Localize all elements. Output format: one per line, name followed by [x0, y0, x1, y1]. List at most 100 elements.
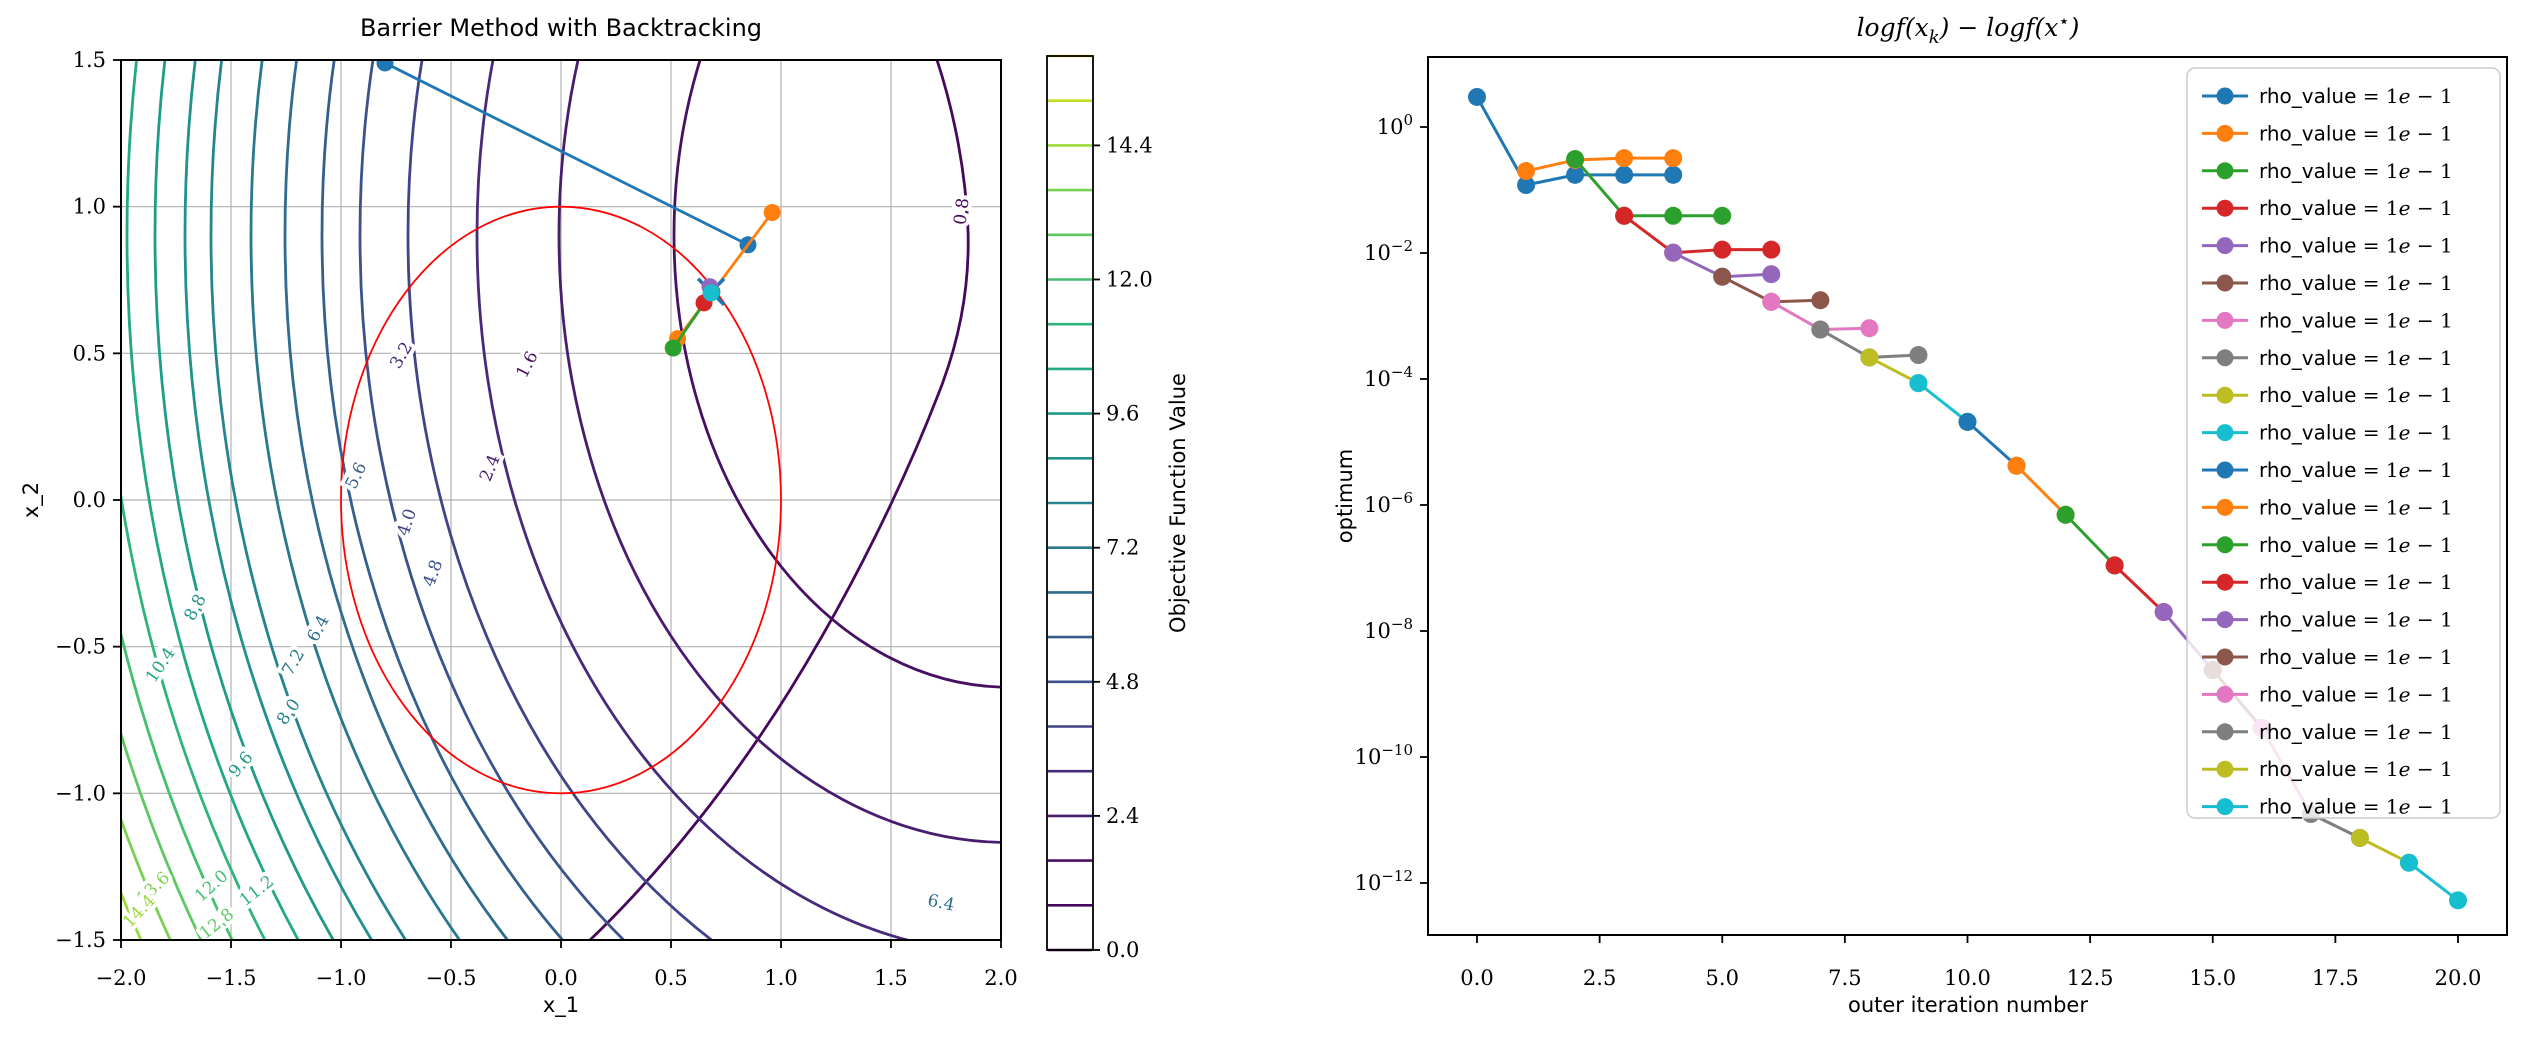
legend-entry: rho_value = 1e − 1 [2202, 720, 2453, 744]
colorbar-tick-label: 14.4 [1106, 133, 1153, 157]
rho-iter-14-marker [2105, 556, 2124, 575]
rho-iter-1-marker [1664, 165, 1683, 184]
colorbar-lines [1048, 54, 1092, 952]
x-tick-label: 0.0 [1460, 966, 1493, 990]
rho-iter-12-line [2015, 464, 2067, 516]
legend-marker [2216, 311, 2234, 329]
contour-label: 9.6 [225, 748, 258, 782]
legend-label: rho_value = 1e − 1 [2259, 421, 2453, 445]
legend-entry: rho_value = 1e − 1 [2202, 608, 2453, 632]
legend-entry: rho_value = 1e − 1 [2202, 308, 2453, 332]
optimization-paths [376, 60, 781, 357]
legend-entry: rho_value = 1e − 1 [2202, 645, 2453, 669]
legend-entry: rho_value = 1e − 1 [2202, 159, 2453, 183]
x-tick-label: 15.0 [2189, 966, 2236, 990]
contour-label: 4.8 [419, 557, 447, 589]
legend-marker [2216, 274, 2234, 292]
rho-iter-15-marker [2154, 603, 2173, 622]
contour-line [125, 60, 301, 940]
legend-marker [2216, 573, 2234, 591]
legend-label: rho_value = 1e − 1 [2259, 458, 2453, 482]
contour-line [320, 60, 565, 940]
contour-line [183, 60, 374, 940]
rho-iter-14-line [2113, 564, 2165, 614]
colorbar-tick-label: 0.0 [1106, 938, 1139, 962]
legend-label: rho_value = 1e − 1 [2259, 608, 2453, 632]
legend-entry: rho_value = 1e − 1 [2202, 234, 2453, 258]
legend-label: rho_value = 1e − 1 [2259, 346, 2453, 370]
contour-label: 2.4 [476, 452, 505, 485]
legend-label: rho_value = 1e − 1 [2259, 234, 2453, 258]
legend-box [2186, 67, 2501, 819]
legend-label: rho_value = 1e − 1 [2259, 159, 2453, 183]
rho-iter-5-marker [1762, 265, 1781, 284]
contour-label: 4.0 [394, 507, 421, 539]
contour-line [153, 60, 335, 940]
rho-iter-7-marker [1860, 319, 1879, 338]
right-plot-xlabel: outer iteration number [1848, 993, 2088, 1017]
colorbar-label: Objective Function Value [1166, 373, 1190, 633]
descent-path-orange-marker [763, 204, 781, 222]
converged-point-marker [702, 284, 720, 302]
contour-label: 7.2 [278, 646, 309, 679]
constraint-circle [340, 205, 782, 795]
legend-label: rho_value = 1e − 1 [2259, 645, 2453, 669]
contour-label: 8.0 [273, 695, 305, 729]
legend-label: rho_value = 1e − 1 [2259, 720, 2453, 744]
rho-iter-9-line [1868, 356, 1920, 385]
legend-label: rho_value = 1e − 1 [2259, 271, 2453, 295]
legend-marker [2216, 461, 2234, 479]
y-tick-label: 10−8 [1364, 615, 1413, 643]
legend-marker [2216, 798, 2234, 816]
legend-entry: rho_value = 1e − 1 [2202, 495, 2453, 519]
x-tick-label: 10.0 [1944, 966, 1991, 990]
legend-entry: rho_value = 1e − 1 [2202, 533, 2453, 557]
rho-iter-19-line [2359, 836, 2410, 865]
contour-line [209, 60, 408, 940]
contour-line [0, 0, 2047, 1041]
legend-label: rho_value = 1e − 1 [2259, 308, 2453, 332]
right-plot-title: logf(xk) − logf(x⋆) [1857, 11, 2080, 48]
contour-lines [0, 0, 2047, 1041]
rho-iter-3-marker [1664, 206, 1683, 225]
legend-entry: rho_value = 1e − 1 [2202, 84, 2453, 108]
legend-entry: rho_value = 1e − 1 [2202, 682, 2453, 706]
rho-iter-4-marker [1713, 240, 1732, 259]
y-tick-label: 1.0 [73, 195, 106, 219]
legend-marker [2216, 648, 2234, 666]
y-tick-label: 10−6 [1364, 489, 1413, 517]
rho-iter-7-marker [1762, 292, 1781, 311]
log-convergence-plot: rho_value = 1e − 1 rho_value = 1e − 1 rho_… [1355, 11, 2508, 990]
descent-path-green-marker [664, 339, 682, 357]
legend-entry: rho_value = 1e − 1 [2202, 458, 2453, 482]
legend-marker [2216, 199, 2234, 217]
rho-iter-11-marker [1958, 412, 1977, 431]
contour-line [475, 60, 914, 940]
legend-marker [2216, 723, 2234, 741]
rho-iter-2-marker [1664, 149, 1683, 168]
x-tick-label: 20.0 [2435, 966, 2482, 990]
y-tick-label: 10−2 [1364, 237, 1413, 265]
legend-marker [2216, 536, 2234, 554]
legend-marker [2216, 124, 2234, 142]
contour-line [589, 60, 970, 940]
legend-entry: rho_value = 1e − 1 [2202, 346, 2453, 370]
contour-line [672, 60, 1001, 689]
y-tick-label: −0.5 [55, 635, 106, 659]
x-tick-label: 1.5 [874, 966, 907, 990]
legend-label: rho_value = 1e − 1 [2259, 570, 2453, 594]
x-tick-label: 2.0 [984, 966, 1017, 990]
legend-label: rho_value = 1e − 1 [2259, 795, 2453, 819]
legend-marker [2216, 237, 2234, 255]
contour-line [406, 60, 714, 940]
rho-iter-20-line [2408, 861, 2459, 902]
y-tick-label: −1.5 [55, 928, 106, 952]
legend: rho_value = 1e − 1 rho_value = 1e − 1 rho_… [2186, 67, 2501, 819]
contour-label: 11.2 [236, 872, 278, 911]
x-tick-label: −1.0 [316, 966, 367, 990]
contour-label: 6.4 [926, 891, 957, 916]
y-tick-label: 1.5 [73, 48, 106, 72]
legend-label: rho_value = 1e − 1 [2259, 757, 2453, 781]
colorbar-tick-label: 9.6 [1106, 402, 1139, 426]
